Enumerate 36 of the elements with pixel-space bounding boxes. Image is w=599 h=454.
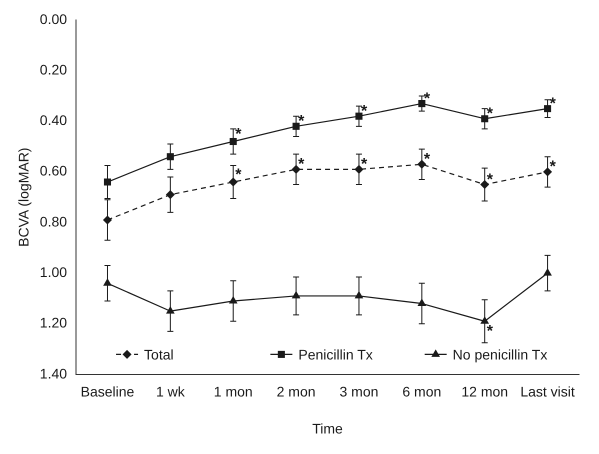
y-tick-label: 0.00	[40, 10, 68, 27]
y-tick-label: 0.80	[40, 213, 68, 230]
legend-label: Total	[144, 346, 174, 362]
y-tick-label: 1.00	[40, 264, 68, 280]
annotation: *	[360, 156, 368, 174]
x-tick-label: 2 mon	[276, 384, 316, 400]
annotation: *	[360, 103, 368, 120]
annotation: *	[486, 323, 494, 340]
annotation: *	[298, 156, 306, 174]
x-axis-title: Time	[312, 420, 344, 436]
annotation: *	[486, 106, 494, 123]
annotation: *	[235, 126, 242, 143]
x-tick-label: 12 mon	[461, 384, 508, 400]
annotation: *	[550, 158, 557, 176]
annotation: *	[424, 151, 431, 168]
x-tick-label: 6 mon	[402, 384, 442, 400]
y-tick-label: 0.40	[40, 112, 68, 128]
y-axis-title: BCVA (logMAR)	[15, 148, 32, 247]
annotation: *	[298, 113, 306, 130]
point	[230, 138, 237, 146]
annotation: *	[424, 90, 431, 108]
y-tick-label: 0.60	[40, 162, 68, 179]
x-tick-label: 1 mon	[214, 384, 253, 400]
annotation: *	[550, 95, 557, 112]
x-tick-label: Baseline	[80, 384, 135, 400]
y-tick-label: 1.20	[40, 314, 68, 331]
point	[481, 115, 488, 122]
annotation: *	[235, 166, 242, 184]
y-tick-label: 0.20	[40, 61, 68, 78]
y-tick-label: 1.40	[40, 365, 68, 382]
legend-label: No penicillin Tx	[452, 346, 548, 362]
annotation: *	[486, 171, 494, 188]
x-tick-label: 3 mon	[340, 384, 378, 400]
x-tick-label: 1 wk	[156, 384, 186, 400]
legend-label: Penicillin Tx	[298, 346, 373, 362]
x-tick-label: Last visit	[520, 384, 575, 400]
